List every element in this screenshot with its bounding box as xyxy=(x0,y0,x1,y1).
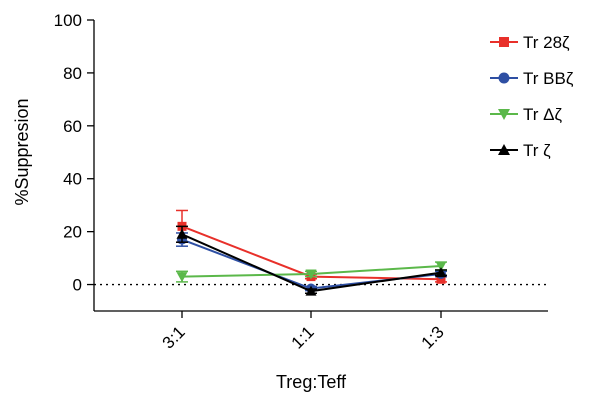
legend-marker xyxy=(498,109,510,120)
y-tick-label: 80 xyxy=(63,64,82,83)
x-tick-label: 1:1 xyxy=(288,322,318,352)
data-point xyxy=(176,272,188,283)
series-line xyxy=(181,238,442,290)
series-line xyxy=(181,233,442,293)
data-point xyxy=(176,228,188,239)
series-3 xyxy=(176,261,447,283)
y-axis-label: %Suppresion xyxy=(12,98,32,205)
legend-label: Tr BBζ xyxy=(523,69,574,88)
legend-item-1: Tr 28ζ xyxy=(490,33,570,52)
series-4 xyxy=(176,225,447,296)
legend-marker xyxy=(498,72,510,84)
legend-label: Tr 28ζ xyxy=(523,33,570,52)
legend-marker xyxy=(499,37,509,47)
data-point xyxy=(435,261,447,272)
legend-item-2: Tr BBζ xyxy=(490,69,574,88)
legend-item-4: Tr ζ xyxy=(490,141,551,160)
x-tick-label: 3:1 xyxy=(159,322,189,352)
y-tick-label: 20 xyxy=(63,223,82,242)
legend-label: Tr ζ xyxy=(523,141,551,160)
axes: 0 20 40 60 80 100 3:1 1:1 1:3 xyxy=(54,11,548,353)
legend-item-3: Tr Δζ xyxy=(490,105,562,124)
legend-marker xyxy=(498,144,510,155)
y-tick-label: 0 xyxy=(73,276,82,295)
x-tick-label: 1:3 xyxy=(418,322,448,352)
legend-label: Tr Δζ xyxy=(523,105,562,124)
data-point xyxy=(305,285,317,296)
x-axis-label: Treg:Teff xyxy=(276,372,347,392)
series-layer xyxy=(176,209,447,296)
data-point xyxy=(435,267,447,278)
data-point xyxy=(436,274,446,284)
y-tick-label: 100 xyxy=(54,11,82,30)
y-tick-label: 40 xyxy=(63,170,82,189)
y-tick-label: 60 xyxy=(63,117,82,136)
legend: Tr 28ζ Tr BBζ Tr Δζ Tr ζ xyxy=(490,33,574,160)
data-point xyxy=(305,269,317,280)
